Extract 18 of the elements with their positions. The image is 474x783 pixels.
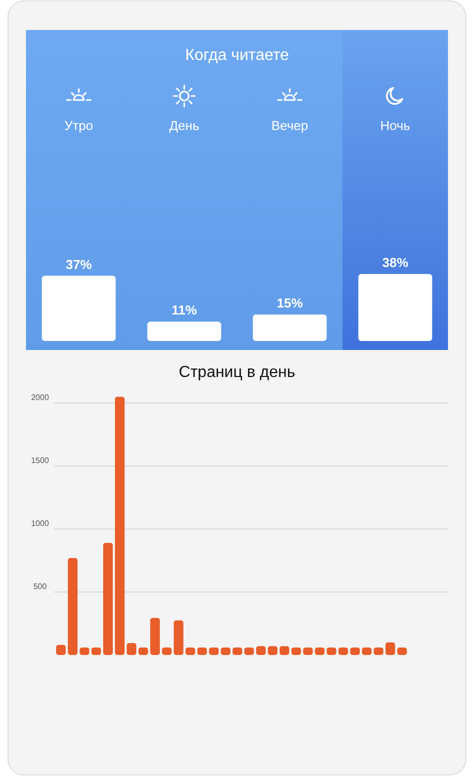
- x-tick-label: Вечер: [271, 118, 308, 133]
- data-label: 15%: [276, 296, 304, 311]
- y-tick-label: 2000: [31, 393, 50, 402]
- bar: [252, 314, 327, 341]
- y-tick-label: 500: [33, 582, 48, 591]
- data-label: 37%: [66, 256, 92, 272]
- y-tick-label: 1500: [31, 456, 50, 465]
- bar: [358, 274, 432, 341]
- x-tick-label: День: [169, 118, 200, 133]
- bar: [147, 322, 222, 341]
- data-label: 38%: [382, 255, 409, 270]
- data-label: 11%: [172, 302, 198, 318]
- chart-title: Страниц в день: [178, 364, 296, 381]
- x-tick-label: Ночь: [380, 118, 410, 133]
- x-tick-label: Утро: [64, 118, 94, 133]
- bar: [42, 276, 116, 341]
- chart-title: Когда читаете: [185, 47, 289, 64]
- y-tick-label: 1000: [31, 519, 50, 528]
